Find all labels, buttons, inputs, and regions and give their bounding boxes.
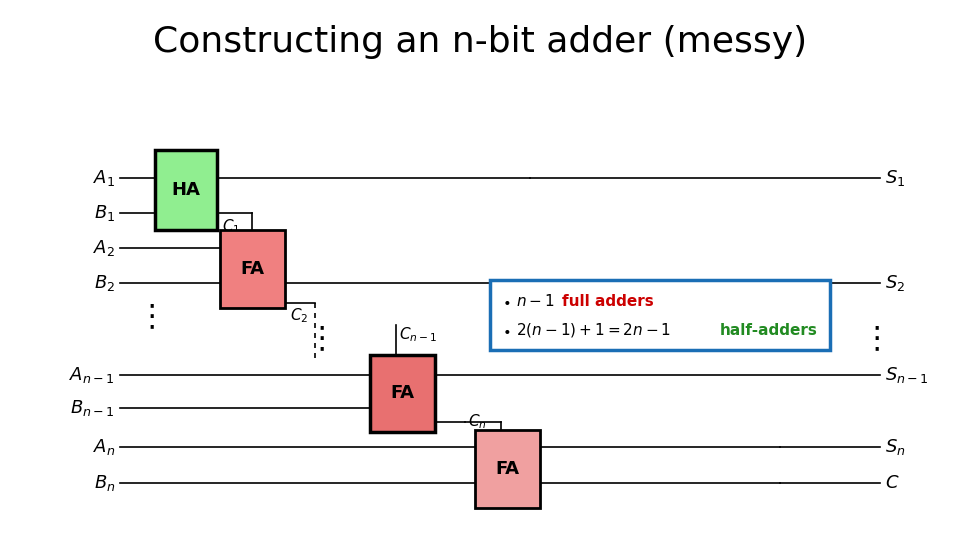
Bar xyxy=(155,150,217,230)
Text: $S_2$: $S_2$ xyxy=(885,273,905,293)
Text: $n-1$: $n-1$ xyxy=(516,293,555,309)
Text: FA: FA xyxy=(241,260,265,278)
Bar xyxy=(490,280,830,350)
Text: $C_1$: $C_1$ xyxy=(222,217,240,235)
Bar xyxy=(370,355,435,432)
Text: full adders: full adders xyxy=(562,294,654,308)
Text: $B_1$: $B_1$ xyxy=(94,203,115,223)
Bar xyxy=(475,430,540,508)
Text: $\bullet$: $\bullet$ xyxy=(502,323,511,338)
Text: $B_2$: $B_2$ xyxy=(94,273,115,293)
Text: $\vdots$: $\vdots$ xyxy=(860,326,879,354)
Text: $C_n$: $C_n$ xyxy=(468,413,487,431)
Text: $C$: $C$ xyxy=(885,474,900,492)
Text: $\vdots$: $\vdots$ xyxy=(305,326,324,354)
Text: $B_{n-1}$: $B_{n-1}$ xyxy=(70,398,115,418)
Text: FA: FA xyxy=(495,460,519,478)
Text: $A_2$: $A_2$ xyxy=(93,238,115,258)
Text: $S_n$: $S_n$ xyxy=(885,437,905,457)
Text: FA: FA xyxy=(391,384,415,402)
Text: $S_{n-1}$: $S_{n-1}$ xyxy=(885,365,928,385)
Text: $S_1$: $S_1$ xyxy=(885,168,905,188)
Text: $A_n$: $A_n$ xyxy=(92,437,115,457)
Text: HA: HA xyxy=(172,181,201,199)
Text: $A_1$: $A_1$ xyxy=(93,168,115,188)
Text: $C_2$: $C_2$ xyxy=(290,306,308,325)
Text: $C_{n-1}$: $C_{n-1}$ xyxy=(399,325,437,343)
Text: $A_{n-1}$: $A_{n-1}$ xyxy=(69,365,115,385)
Text: Constructing an n-bit adder (messy): Constructing an n-bit adder (messy) xyxy=(153,25,807,59)
Text: half-adders: half-adders xyxy=(720,323,818,338)
Text: $\vdots$: $\vdots$ xyxy=(135,303,155,333)
Text: $2(n-1)+1 = 2n-1$: $2(n-1)+1 = 2n-1$ xyxy=(516,321,671,340)
Bar xyxy=(220,230,285,308)
Text: $B_n$: $B_n$ xyxy=(93,473,115,493)
Text: $\bullet$: $\bullet$ xyxy=(502,294,511,308)
